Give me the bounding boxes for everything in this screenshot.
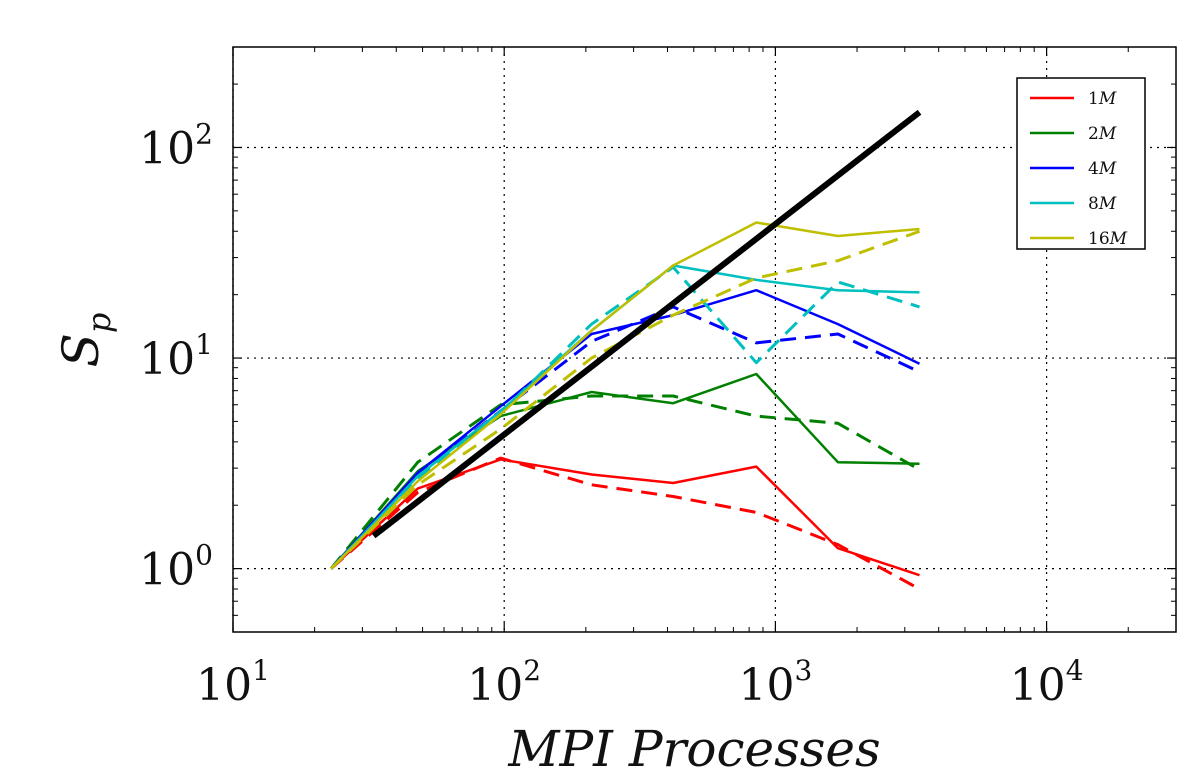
legend-entry: 16M [1088, 229, 1128, 249]
legend-entry-number: 4 [1088, 159, 1099, 179]
y-tick-label: 101 [139, 328, 213, 385]
y-tick-base: 10 [139, 545, 195, 596]
x-tick-label: 103 [738, 654, 812, 711]
x-tick-label: 101 [196, 654, 270, 711]
legend-entry: 4M [1088, 159, 1117, 179]
legend-entry: 8M [1088, 194, 1117, 214]
legend-entry-unit: M [1098, 124, 1117, 144]
x-tick-exponent: 4 [1066, 654, 1084, 687]
y-tick-base: 10 [139, 123, 195, 174]
y-tick-label: 102 [139, 117, 213, 174]
legend-entry-number: 16 [1088, 229, 1110, 249]
plot-frame [232, 46, 1177, 633]
legend-entry-number: 2 [1088, 124, 1099, 144]
x-tick-base: 10 [1010, 660, 1066, 711]
y-tick-exponent: 0 [195, 539, 213, 572]
legend-entry-unit: M [1098, 89, 1117, 109]
legend-entry-number: 1 [1088, 89, 1099, 109]
legend-entry-unit: M [1098, 159, 1117, 179]
series-layer [329, 109, 922, 591]
legend-entry-unit: M [1109, 229, 1128, 249]
legend-entry-unit: M [1098, 194, 1117, 214]
y-tick-label: 100 [139, 539, 213, 596]
x-tick-exponent: 3 [794, 654, 812, 687]
series-line-dashed [330, 456, 921, 591]
x-tick-base: 10 [738, 660, 794, 711]
x-tick-base: 10 [196, 660, 252, 711]
legend-entry-number: 8 [1088, 194, 1099, 214]
y-tick-base: 10 [139, 334, 195, 385]
x-tick-exponent: 2 [523, 654, 541, 687]
y-tick-exponent: 1 [195, 328, 213, 361]
series-line-solid [330, 221, 920, 570]
x-tick-label: 104 [1010, 654, 1084, 711]
series-line-dashed [330, 265, 920, 570]
x-tick-exponent: 1 [252, 654, 270, 687]
axis-labels: MPI Processes Sp [52, 313, 881, 778]
x-tick-base: 10 [467, 660, 523, 711]
x-axis-label: MPI Processes [507, 720, 880, 778]
x-tick-label: 102 [467, 654, 541, 711]
ideal-speedup-line [371, 109, 922, 539]
series-line-solid [330, 288, 921, 570]
legend-box [1016, 77, 1146, 250]
legend-entry: 2M [1088, 124, 1117, 144]
y-axis-label-base: S [52, 333, 110, 367]
series-line-solid [330, 458, 920, 577]
series-line-dashed [329, 394, 921, 570]
y-axis-label: Sp [52, 313, 118, 368]
y-tick-exponent: 2 [195, 117, 213, 150]
legend-entry: 1M [1088, 89, 1117, 109]
y-axis-label-subscript: p [80, 313, 118, 333]
